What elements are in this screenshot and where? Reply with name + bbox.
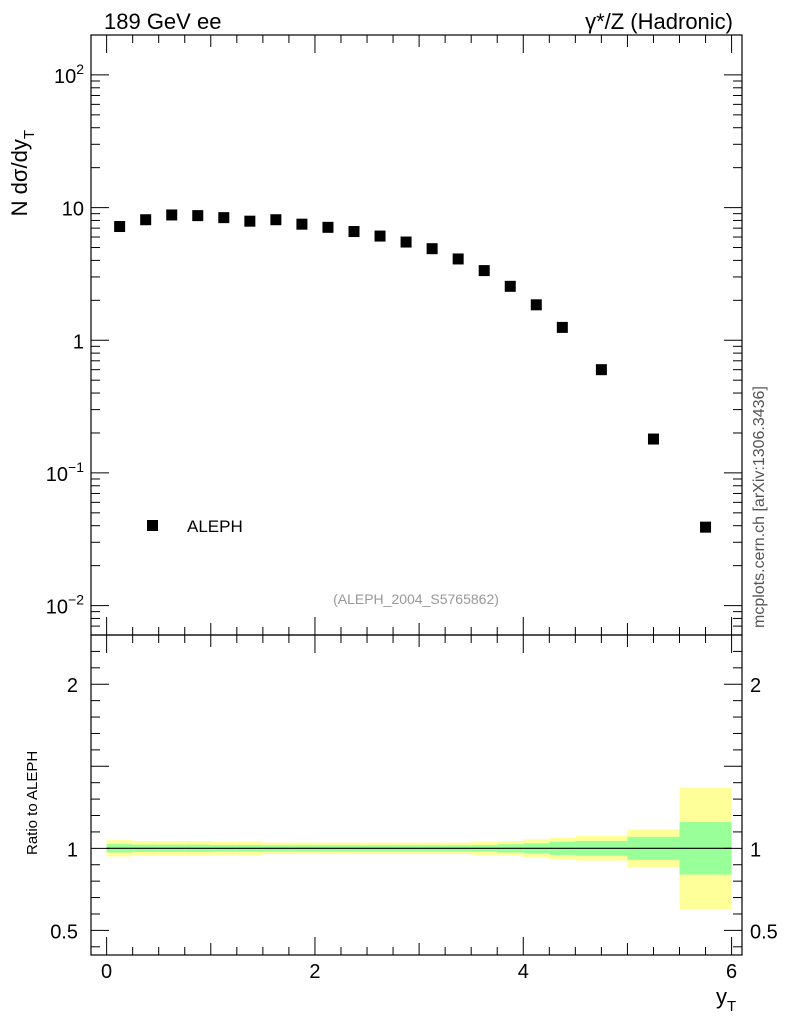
main-y-axis-label-sub: T — [21, 130, 38, 139]
main-y-tick-label-base: 10 — [46, 597, 68, 619]
main-y-tick-label-base: 10 — [62, 199, 84, 221]
data-point — [296, 218, 308, 230]
data-point — [504, 280, 516, 292]
ratio-y-tick-label-right: 2 — [750, 675, 761, 697]
ratio-x-tick-label: 6 — [726, 961, 737, 983]
data-point — [244, 215, 256, 227]
side-label: mcplots.cern.ch [arXiv:1306.3436] — [751, 386, 768, 628]
data-point — [400, 236, 412, 248]
main-y-tick-label-base: 10 — [54, 66, 76, 88]
ratio-x-tick-label: 2 — [309, 961, 320, 983]
ratio-axis-ticks: 0 2 4 6 0.5 0.5 1 1 2 2 — [50, 634, 778, 983]
ratio-y-tick-label: 0.5 — [50, 921, 78, 943]
main-y-tick-label-base: 1 — [73, 331, 84, 353]
ratio-x-tick-label: 0 — [101, 961, 112, 983]
right-title: γ*/Z (Hadronic) — [585, 9, 733, 34]
ratio-x-tick-label: 4 — [518, 961, 529, 983]
main-y-tick-label: 10−1 — [46, 459, 84, 486]
data-point — [192, 210, 204, 222]
ratio-x-axis-label: yT — [716, 984, 736, 1015]
ratio-y-tick-label-right: 1 — [750, 839, 761, 861]
data-point — [452, 253, 464, 265]
main-panel-frame — [90, 34, 743, 636]
data-point — [270, 214, 282, 226]
data-point — [348, 226, 360, 238]
main-y-tick-label-exp: −2 — [68, 592, 84, 608]
data-point — [166, 209, 178, 221]
legend-marker-aleph — [147, 520, 158, 531]
data-point — [595, 364, 607, 376]
data-point — [426, 243, 438, 255]
data-point — [140, 214, 152, 226]
main-y-tick-label: 10 — [62, 199, 84, 221]
legend-label-aleph: ALEPH — [187, 517, 243, 536]
data-point — [478, 265, 490, 277]
data-point — [322, 221, 334, 233]
main-y-tick-label: 10−2 — [46, 592, 84, 619]
ratio-y-tick-label: 1 — [67, 839, 78, 861]
ratio-x-axis-label-sub: T — [727, 998, 736, 1015]
data-point — [218, 212, 230, 224]
main-y-tick-label-exp: −1 — [68, 459, 84, 475]
data-point — [556, 321, 568, 333]
data-point — [374, 230, 386, 242]
ratio-y-tick-label-right: 0.5 — [750, 921, 778, 943]
ratio-y-axis-label: Ratio to ALEPH — [24, 751, 41, 855]
ratio-y-tick-label: 2 — [67, 675, 78, 697]
main-y-axis-label: N dσ/dyT — [7, 130, 38, 216]
data-point — [114, 221, 126, 233]
data-point — [530, 299, 542, 311]
analysis-watermark: (ALEPH_2004_S5765862) — [333, 591, 499, 607]
main-y-tick-label: 102 — [54, 61, 84, 88]
main-y-tick-label-exp: 2 — [76, 61, 84, 77]
data-point — [647, 433, 659, 445]
main-y-axis-label-text: N dσ/dy — [7, 139, 32, 216]
left-title: 189 GeV ee — [104, 9, 221, 34]
main-data-points — [114, 209, 712, 533]
ratio-x-axis-label-text: y — [716, 984, 727, 1009]
data-point — [700, 521, 712, 533]
main-y-tick-label-base: 10 — [46, 464, 68, 486]
ratio-panel-frame — [90, 634, 743, 956]
main-y-tick-label: 1 — [73, 331, 84, 353]
